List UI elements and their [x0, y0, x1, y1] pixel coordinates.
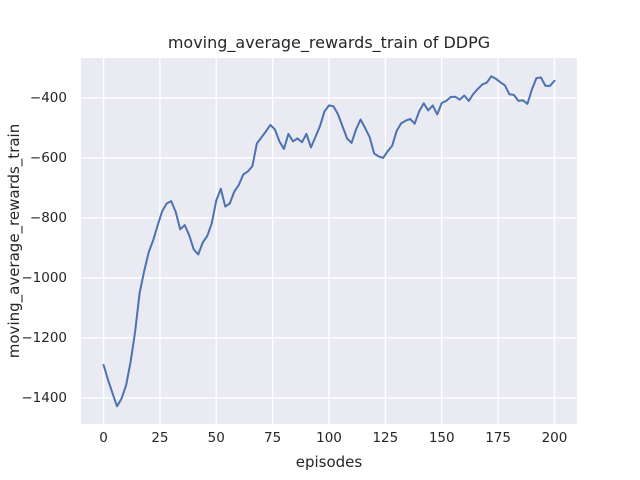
x-tick-label: 0: [99, 430, 108, 446]
x-tick-label: 200: [541, 430, 568, 446]
y-tick-label: −1000: [21, 269, 67, 286]
x-tick-label: 100: [316, 430, 342, 446]
y-tick-label: −1400: [21, 389, 67, 406]
x-tick-label: 25: [151, 430, 169, 446]
y-tick-label: −1200: [21, 329, 67, 346]
x-tick-label: 150: [428, 430, 455, 446]
y-tick-label: −600: [29, 149, 67, 166]
chart-title: moving_average_rewards_train of DDPG: [167, 33, 491, 52]
y-axis-label: moving_average_rewards_train: [5, 123, 23, 359]
x-tick-label: 75: [264, 430, 282, 446]
y-tick-label: −400: [29, 89, 67, 106]
x-tick-label: 125: [372, 430, 399, 446]
x-tick-label: 50: [207, 430, 225, 446]
x-tick-label: 175: [485, 430, 511, 446]
plot-area: [81, 58, 577, 424]
data-line: [102, 75, 556, 408]
y-tick-label: −800: [29, 209, 67, 226]
plot-canvas: [81, 58, 577, 424]
x-axis-label: episodes: [295, 453, 363, 471]
